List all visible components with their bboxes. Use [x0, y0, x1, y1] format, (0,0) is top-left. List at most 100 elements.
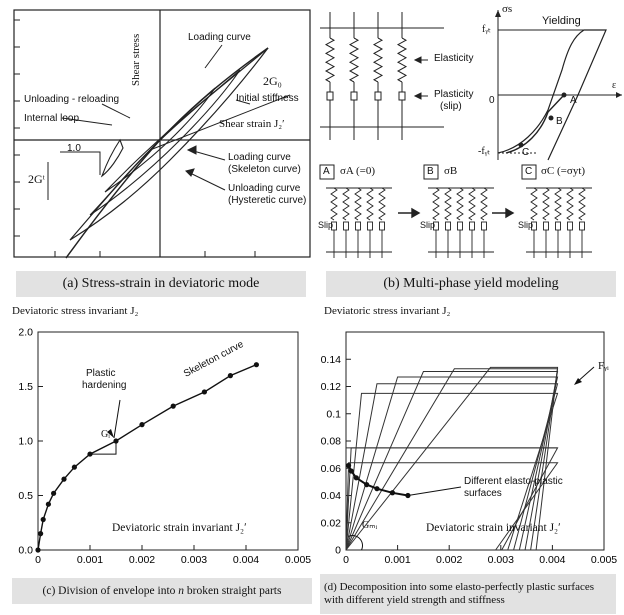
c-plot-frame [37, 331, 299, 551]
b-sigma-arrow [495, 10, 501, 17]
d-x-tick-label-3: 0.003 [488, 554, 514, 566]
b-mini-slider-c-4 [579, 221, 585, 231]
a-hysteresis-loop-2 [69, 47, 269, 241]
c-x-tick-label-3: 0.003 [181, 554, 207, 566]
c-x-tick-label-5: 0.005 [285, 554, 311, 566]
b-label-pt-c: C [522, 147, 530, 158]
c-point-0 [35, 547, 41, 553]
d-surface-6 [345, 368, 559, 551]
a-label-unloading-reloading: Unloading - reloading [24, 94, 120, 105]
b-label-pt-b: B [556, 116, 563, 127]
b-label-slip: (slip) [440, 101, 462, 112]
d-x-tick-label-1: 0.001 [384, 554, 410, 566]
b-spring-zig-2 [372, 37, 384, 83]
panel-b: Elasticity Plasticity (slip) Yielding σs… [316, 0, 624, 300]
c-hardening-pointer [113, 399, 121, 439]
c-point-9 [139, 422, 145, 428]
d-x-title: Deviatoric strain invariant J₂ʹ [426, 522, 561, 534]
b-box-c [521, 164, 537, 180]
panel-b-caption: (b) Multi-phase yield modeling [326, 271, 616, 297]
d-label-diff-2: surfaces [464, 488, 502, 499]
d-y-tick-label-5: 0.1 [326, 408, 341, 420]
a-label-loading-curve: Loading curve [188, 32, 251, 43]
d-surface-0 [345, 462, 559, 551]
a-hysteresis-loop-3 [89, 69, 241, 216]
b-transition-arrows [398, 207, 515, 219]
a-label-unloading-2: (Hysteretic curve) [228, 195, 307, 206]
b-slip-a: Slip [318, 220, 334, 230]
b-mini-spring-c-0 [530, 187, 538, 221]
d-surface-5 [345, 371, 559, 551]
a-label-2gt: 2Gᵗ [28, 172, 45, 186]
d-y-tick-label-6: 0.12 [321, 381, 342, 393]
b-slip-c: Slip [518, 220, 534, 230]
b-box-c-label: C [525, 166, 533, 177]
panel-a: Loading curve 2G₀ Initial stiffness Unlo… [0, 0, 316, 300]
d-x-tick-label-5: 0.005 [591, 554, 617, 566]
b-point-b [548, 115, 554, 121]
panel-c: Deviatoric stress invariant J₂ 0 0.001 0.0… [0, 300, 316, 615]
c-point-10 [170, 403, 176, 409]
b-slider-1 [350, 91, 358, 101]
b-mini-spring-c-4 [578, 187, 586, 221]
b-label-yielding: Yielding [542, 15, 581, 27]
c-label-gi: Gᵢ [101, 429, 110, 440]
b-box-b [423, 164, 439, 180]
a-bottom-ticks [54, 251, 256, 257]
d-fy-arrowhead [574, 378, 582, 385]
d-label-diff-1: Different elasto-plastic [464, 476, 563, 487]
b-mini-spring-a-0 [330, 187, 338, 221]
d-x-tick-label-4: 0.004 [539, 554, 565, 566]
b-slip-b: Slip [420, 220, 436, 230]
c-y-tick-label-2: 1.0 [18, 436, 33, 448]
a-pointers [61, 44, 251, 191]
panel-c-caption: (c) Division of envelope into n broken s… [12, 578, 312, 604]
b-backbone [505, 94, 565, 154]
b-spring-array [324, 12, 408, 140]
b-spring-zig-3 [396, 37, 408, 83]
d-label-gmi: Gₘᵢ [362, 520, 378, 531]
d-x-tick-label-0: 0 [343, 554, 349, 566]
c-caption-prefix: (c) Division of envelope into [42, 584, 176, 597]
a-label-initial-stiffness: Initial stiffness [236, 93, 299, 104]
c-label-plastic: Plastic [86, 368, 116, 379]
c-point-11 [201, 389, 207, 395]
c-hardening-arrowhead [107, 429, 114, 438]
c-y-tick-label-3: 1.5 [18, 381, 33, 393]
a-label-shear-strain: Shear strain J₂ʹ [219, 118, 285, 130]
a-label-unloading-1: Unloading curve [228, 183, 301, 194]
a-label-loading-skeleton-2: (Skeleton curve) [228, 164, 301, 175]
b-label-elasticity: Elasticity [434, 53, 474, 64]
a-label-loading-skeleton-1: Loading curve [228, 152, 291, 163]
b-mini-slider-c-3 [567, 221, 573, 231]
a-label-shear-stress: Shear stress [130, 33, 142, 86]
a-hysteresis-loop-4 [104, 87, 216, 193]
d-y-tick-label-3: 0.06 [321, 463, 342, 475]
c-point-1 [38, 531, 44, 537]
b-mini-spring-b-4 [480, 187, 488, 221]
b-mini-spring-c-2 [554, 187, 562, 221]
b-label-zero: 0 [489, 95, 495, 106]
b-mini-slider-a-1 [343, 221, 349, 231]
b-point-c [518, 142, 524, 148]
b-eps-arrow [616, 92, 622, 98]
d-envelope-point-5 [389, 490, 396, 496]
b-spring-zig-0 [324, 37, 336, 83]
b-mini-spring-a-1 [342, 187, 350, 221]
c-caption-n: n [178, 584, 185, 597]
d-surface-7 [345, 366, 559, 551]
b-mini-spring-b-0 [432, 187, 440, 221]
d-envelope-point-2 [353, 475, 359, 481]
c-y-tick-label-4: 2.0 [18, 327, 33, 339]
c-slope-triangle [90, 441, 117, 455]
b-mini-spring-b-1 [444, 187, 452, 221]
b-box-a [319, 164, 335, 180]
a-label-internal-loop: Internal loop [24, 113, 80, 124]
c-series-line [37, 364, 257, 551]
c-point-12 [227, 373, 233, 379]
d-surface-3 [345, 383, 559, 551]
b-point-a [561, 92, 567, 98]
c-point-8 [113, 438, 119, 444]
c-label-hardening: hardening [82, 380, 127, 391]
panel-a-figure [13, 9, 311, 259]
